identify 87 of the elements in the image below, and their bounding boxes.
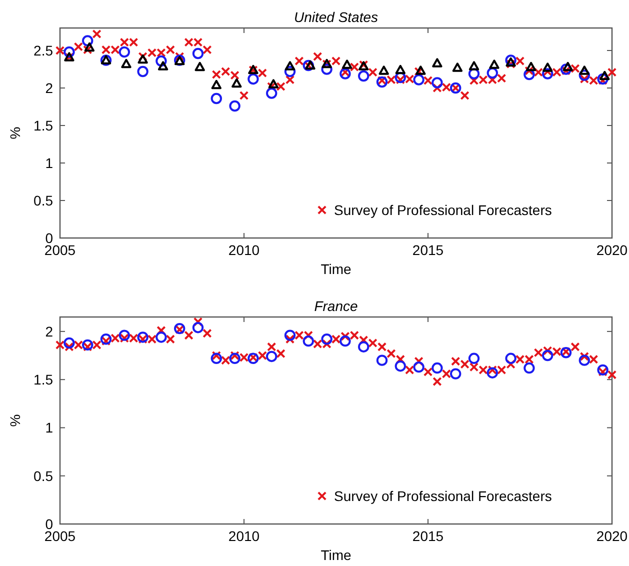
x-tick-label: 2010 (228, 242, 260, 258)
y-tick-label: 1.5 (34, 118, 54, 134)
point (192, 322, 204, 334)
chart-title: United States (294, 9, 378, 25)
point (342, 60, 352, 69)
y-axis-title: % (7, 414, 23, 427)
x-tick-label: 2020 (596, 528, 628, 544)
point (468, 68, 480, 80)
point (432, 77, 443, 88)
point (248, 73, 259, 85)
point (432, 362, 443, 374)
point (562, 62, 573, 72)
y-tick-label: 2.5 (34, 42, 54, 58)
y-tick-label: 1 (45, 420, 54, 436)
point (64, 337, 75, 349)
point (542, 62, 553, 72)
x-tick-label: 2020 (596, 242, 628, 258)
x-tick-label: 2015 (412, 242, 444, 258)
point (82, 35, 94, 46)
chart-title: France (314, 298, 358, 314)
point (305, 60, 316, 70)
point (321, 64, 332, 75)
point (340, 335, 351, 347)
point (284, 330, 296, 341)
y-axis-title: % (7, 126, 23, 140)
point (468, 352, 480, 364)
point (526, 62, 536, 72)
x-tick-label: 2015 (412, 528, 444, 544)
point (579, 66, 590, 75)
point (284, 61, 296, 70)
point (156, 332, 167, 343)
point (486, 67, 498, 79)
point (542, 350, 554, 362)
point (358, 70, 370, 82)
point (578, 354, 590, 366)
y-tick-label: 1 (45, 155, 54, 171)
point (158, 61, 168, 70)
x-axis-title: Time (320, 547, 352, 563)
point (505, 352, 516, 364)
point (413, 74, 424, 86)
y-tick-label: 0.5 (34, 468, 54, 484)
x-tick-label: 2010 (228, 528, 260, 544)
point (378, 66, 389, 75)
point (137, 66, 148, 78)
point (268, 79, 279, 88)
point (64, 46, 75, 58)
point (505, 54, 516, 66)
point (121, 58, 132, 68)
point (340, 68, 351, 80)
point (358, 341, 370, 352)
point (156, 55, 167, 67)
point (376, 354, 388, 366)
point (524, 68, 535, 80)
point (416, 66, 426, 75)
point (450, 368, 462, 380)
point (232, 78, 242, 88)
point (194, 62, 205, 72)
legend-label: Survey of Professional Forecasters (334, 202, 552, 218)
point (266, 350, 278, 362)
point (600, 70, 610, 80)
point (395, 64, 406, 74)
point (468, 61, 480, 70)
point (118, 46, 130, 58)
point (452, 62, 463, 72)
y-tick-label: 0.5 (34, 192, 54, 208)
point (394, 360, 406, 372)
y-tick-label: 2 (45, 323, 54, 340)
point (489, 60, 500, 69)
y-tick-label: 2 (45, 80, 54, 96)
point (524, 362, 535, 374)
point (432, 58, 442, 68)
point (229, 100, 240, 112)
y-tick-label: 1.5 (34, 372, 54, 388)
point (210, 92, 222, 104)
legend-label: Survey of Professional Forecasters (334, 488, 552, 504)
x-axis-title: Time (320, 261, 352, 277)
point (284, 66, 296, 78)
point (211, 80, 222, 90)
point (266, 88, 278, 99)
point (578, 70, 590, 81)
point (321, 334, 332, 345)
point (210, 352, 222, 364)
point (413, 361, 424, 373)
point (192, 48, 204, 60)
point (84, 42, 95, 52)
point (302, 335, 314, 347)
point (138, 54, 148, 64)
